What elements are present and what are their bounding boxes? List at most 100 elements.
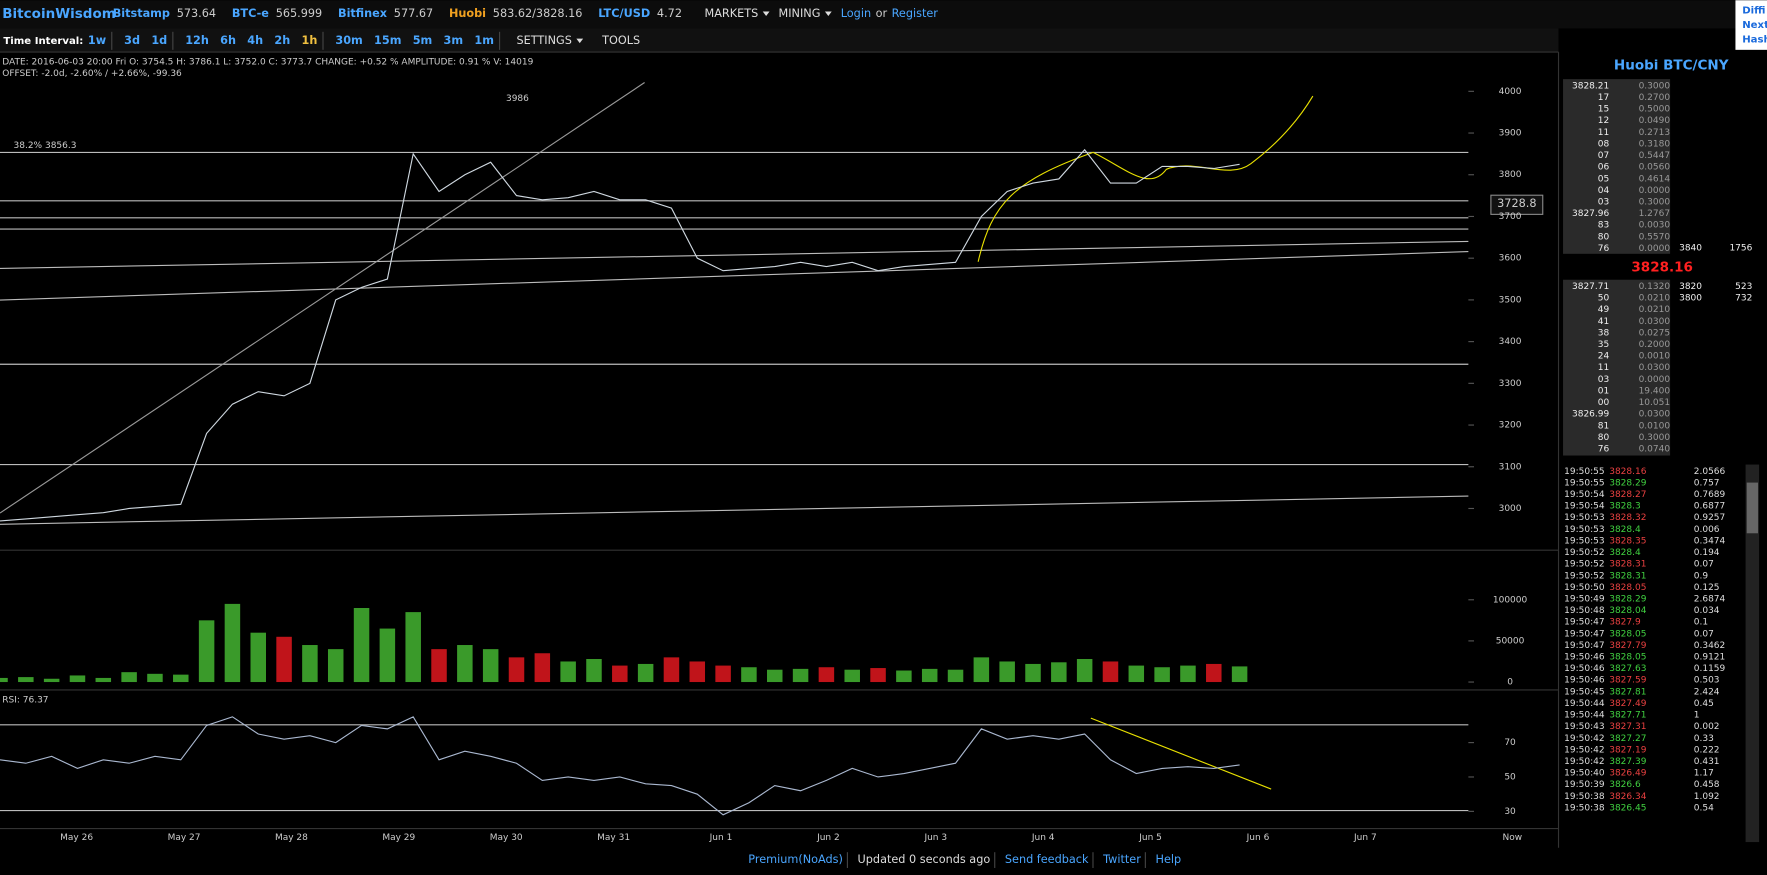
menu[interactable]: MARKETS (705, 7, 759, 20)
trade-time: 19:50:44 (1564, 699, 1605, 709)
ask-amount: 0.0000 (1639, 186, 1671, 196)
interval[interactable]: 2h (274, 34, 290, 47)
rsi-label: RSI: 76.37 (2, 696, 48, 706)
volume-bar (1231, 666, 1248, 683)
trade-amount: 1 (1694, 711, 1700, 721)
menu[interactable]: MINING (779, 7, 821, 20)
footer-link[interactable]: Premium(NoAds) (748, 853, 843, 866)
trade-time: 19:50:42 (1564, 734, 1604, 744)
bids-box (1563, 279, 1671, 456)
volume-bar (482, 649, 499, 683)
depth-price: 3800 (1679, 293, 1702, 303)
trade-price: 3828.04 (1609, 606, 1646, 616)
trade-price: 3828.4 (1609, 525, 1641, 535)
bid-amount: 0.0300 (1639, 363, 1671, 373)
interval[interactable]: 6h (220, 34, 236, 47)
trade-time: 19:50:40 (1564, 769, 1605, 779)
ask-amount: 0.3000 (1639, 81, 1671, 91)
register[interactable]: Register (892, 7, 939, 20)
interval[interactable]: 1h (302, 34, 318, 47)
interval[interactable]: 1m (474, 34, 494, 47)
interval[interactable]: 1d (151, 34, 167, 47)
trade-price: 3827.31 (1609, 722, 1646, 732)
side-link[interactable]: Next (1742, 20, 1767, 31)
market-name[interactable]: LTC/USD (598, 7, 650, 20)
bid-price: 81 (1598, 421, 1609, 431)
tools[interactable]: TOOLS (601, 34, 640, 47)
trade-price: 3826.34 (1609, 792, 1646, 802)
volume-bar (327, 649, 344, 683)
trade-time: 19:50:47 (1564, 641, 1604, 651)
trade-price: 3826.49 (1609, 769, 1646, 779)
trade-price: 3828.05 (1609, 629, 1646, 639)
ask-amount: 0.2713 (1639, 128, 1671, 138)
trade-time: 19:50:46 (1564, 653, 1605, 663)
drawn-curve (977, 95, 1314, 262)
drawings (0, 82, 1469, 812)
trade-time: 19:50:54 (1564, 502, 1605, 512)
trade-time: 19:50:44 (1564, 711, 1605, 721)
market-name[interactable]: BTC-e (232, 7, 269, 20)
interval[interactable]: 5m (413, 34, 433, 47)
market-price: 565.999 (276, 7, 323, 20)
footer-link[interactable]: Send feedback (1005, 853, 1089, 866)
trade-amount: 0.54 (1694, 803, 1714, 813)
volume-bar (405, 612, 421, 683)
bid-price: 35 (1598, 340, 1609, 350)
trade-price: 3827.19 (1609, 745, 1646, 755)
x-tick-label: Jun 2 (816, 833, 840, 843)
trade-price: 3827.27 (1609, 734, 1646, 744)
side-link[interactable]: Hash (1742, 35, 1767, 46)
trade-price: 3826.45 (1609, 803, 1646, 813)
market-name[interactable]: Bitfinex (338, 7, 388, 20)
x-tick-label: May 28 (275, 833, 308, 843)
settings[interactable]: SETTINGS (516, 34, 571, 47)
interval[interactable]: 3d (124, 34, 140, 47)
side-link[interactable]: Diffi (1742, 5, 1765, 16)
interval[interactable]: 1w (88, 34, 106, 47)
volume-bar (663, 657, 680, 683)
trade-price: 3828.31 (1609, 560, 1646, 570)
trade-price: 3828.27 (1609, 490, 1646, 500)
trend-line (0, 82, 645, 514)
y-tick-label: 3700 (1499, 212, 1522, 222)
bid-amount: 0.0010 (1639, 352, 1671, 362)
footer-link[interactable]: Twitter (1102, 853, 1141, 866)
ask-price: 03 (1598, 197, 1609, 207)
interval[interactable]: 15m (374, 34, 401, 47)
volume-bar (560, 661, 576, 683)
y-tick-label: 3900 (1499, 129, 1522, 139)
footer-link[interactable]: Help (1155, 853, 1181, 866)
ask-price: 80 (1598, 232, 1610, 242)
interval[interactable]: 30m (335, 34, 362, 47)
volume-bar (947, 669, 964, 683)
trade-price: 3827.71 (1609, 711, 1646, 721)
interval[interactable]: 4h (247, 34, 263, 47)
ask-price: 83 (1598, 221, 1609, 231)
dropdown-arrow (824, 11, 832, 17)
brand[interactable]: BitcoinWisdom (2, 6, 116, 22)
ask-amount: 0.4614 (1639, 174, 1671, 184)
y-tick-label: 100000 (1493, 595, 1528, 605)
trade-time: 19:50:45 (1564, 687, 1604, 697)
trade-amount: 0.7689 (1694, 490, 1726, 500)
volume-bar (1154, 667, 1170, 683)
fib-label: 38.2% 3856.3 (14, 141, 77, 151)
trade-time: 19:50:53 (1564, 513, 1604, 523)
login[interactable]: Login (841, 7, 871, 20)
market-name[interactable]: Bitstamp (113, 7, 170, 20)
market-name[interactable]: Huobi (449, 7, 486, 20)
interval[interactable]: 3m (444, 34, 464, 47)
volume-bar (147, 673, 163, 683)
y-tick-label: 3500 (1499, 295, 1522, 305)
interval[interactable]: 12h (185, 34, 209, 47)
x-tick-label: Jun 6 (1246, 833, 1270, 843)
x-tick-label: May 31 (597, 833, 630, 843)
volume-bar (818, 667, 835, 683)
ask-amount: 0.0560 (1639, 163, 1671, 173)
volume-bar (224, 603, 241, 683)
trade-amount: 0.33 (1694, 734, 1714, 744)
volume-bar (844, 669, 860, 683)
